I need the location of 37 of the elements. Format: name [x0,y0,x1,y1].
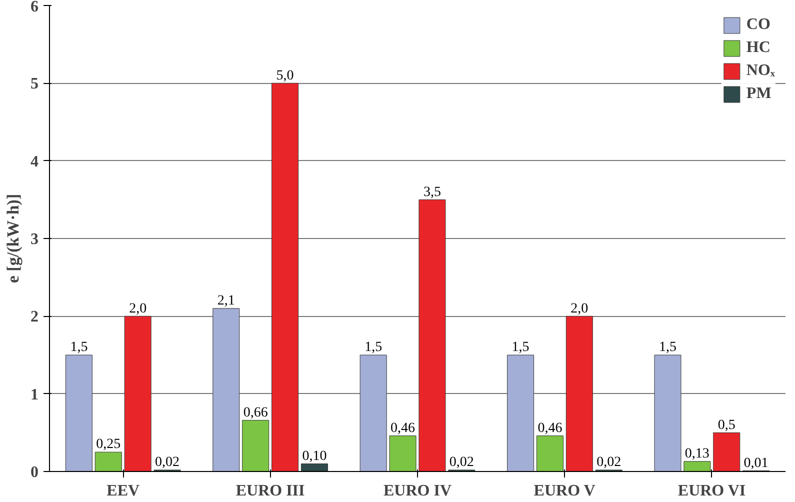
legend-label: PM [746,85,772,103]
data-label: 1,5 [70,340,88,356]
y-tick-label: 4 [30,153,38,170]
data-label: 2,0 [570,301,588,316]
data-label: 0,10 [302,448,327,464]
data-label: 0,5 [718,418,736,433]
data-label: 2,0 [129,301,147,316]
data-label: 2,1 [217,294,235,309]
y-tick-label: 0 [30,464,38,481]
data-label: 0,25 [96,437,121,452]
legend-label: NOₓ [746,62,775,80]
data-label: 5,0 [276,68,294,84]
y-tick-label: 3 [30,231,38,248]
data-label: 0,02 [596,455,622,470]
y-tick-label: 2 [30,308,38,326]
data-label: 0,01 [744,456,768,471]
data-label: 0,02 [155,455,180,470]
y-tick-label: 5 [30,76,38,93]
x-tick-label: EURO VI [678,482,746,500]
data-label: 3,5 [423,184,441,200]
data-label: 1,5 [364,340,382,356]
data-label: 0,66 [243,405,268,420]
x-tick-label: EEV [106,482,140,500]
data-label: 1,5 [512,340,530,356]
y-tick-label: 6 [30,0,38,16]
legend-label: CO [746,16,770,34]
data-label: 0,46 [538,420,562,436]
data-label: 0,02 [449,455,474,470]
y-tick-label: 1 [30,386,38,404]
data-label: 0,13 [684,446,710,462]
legend-label: HC [746,39,770,57]
x-tick-label: EURO III [236,482,305,500]
x-tick-label: EURO IV [383,482,452,500]
y-axis-title: e [g/(kW·h)] [4,194,22,284]
x-tick-label: EURO V [534,482,596,500]
data-label: 0,46 [390,420,416,436]
data-label: 1,5 [658,340,676,356]
